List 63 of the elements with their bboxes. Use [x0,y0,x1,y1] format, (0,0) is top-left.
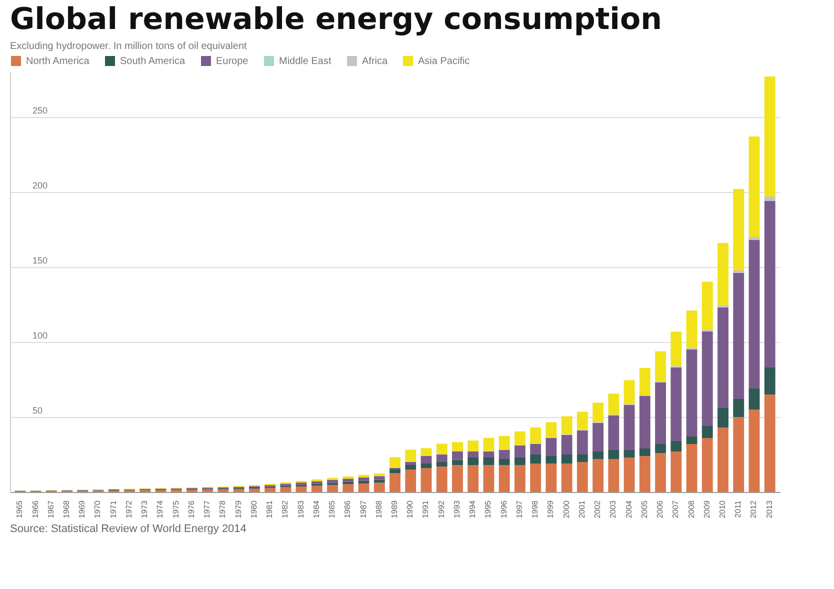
y-tick-label: 150 [32,256,48,266]
x-tick-label: 1997 [514,500,524,518]
x-tick-label: 2004 [624,500,634,518]
chart-subtitle: Excluding hydropower. In million tons of oil equivalent [10,41,248,52]
y-tick-label: 200 [32,180,48,190]
y-tick-label: 100 [32,330,48,340]
x-tick-label: 1992 [436,500,446,518]
x-tick-label: 1976 [186,500,196,518]
x-tick-label: 2006 [656,500,665,518]
x-tick-label: 1971 [108,500,118,518]
x-tick-label: 2009 [702,500,712,518]
x-tick-label: 1969 [78,500,87,518]
x-tick-label: 1991 [421,500,430,518]
legend-label: North America [26,56,90,67]
x-tick-label: 2011 [734,500,743,518]
x-tick-label: 1999 [546,500,556,518]
x-tick-label: 1966 [30,500,40,518]
x-tick-label: 1989 [390,500,399,518]
x-tick-label: 2001 [577,500,586,518]
x-tick-label: 1970 [93,500,102,518]
x-tick-label: 1967 [46,500,56,518]
legend-label: Asia Pacific [418,56,470,67]
x-tick-label: 1981 [265,500,274,518]
x-tick-label: 1987 [358,500,368,518]
x-tick-label: 2012 [749,500,758,518]
x-tick-label: 1977 [202,500,212,518]
x-tick-label: 1968 [62,500,72,518]
x-tick-label: 2007 [671,500,680,518]
legend-label: South America [120,56,186,67]
x-tick-label: 2010 [718,500,727,518]
x-tick-label: 1982 [280,500,290,518]
x-tick-label: 2000 [562,500,571,518]
x-tick-label: 1974 [156,500,165,518]
x-tick-label: 2003 [608,500,618,518]
x-tick-label: 2005 [640,500,649,518]
x-tick-label: 1979 [234,500,243,518]
x-tick-label: 2008 [686,500,696,518]
x-tick-label: 1965 [15,500,24,518]
x-tick-label: 1984 [312,500,321,518]
source-note: Source: Statistical Review of World Energy 2014 [10,523,248,535]
legend-label: Middle East [279,56,332,67]
x-tick-label: 1988 [374,500,384,518]
x-tick-label: 1993 [452,500,462,518]
legend-label: Europe [216,56,249,67]
y-tick-label: 250 [32,106,48,116]
x-tick-label: 1973 [140,500,150,518]
x-tick-label: 1986 [343,500,352,518]
x-tick-label: 1975 [171,500,180,518]
x-tick-label: 1980 [249,500,258,518]
x-tick-label: 1995 [484,500,493,518]
x-tick-label: 2013 [764,500,774,518]
x-tick-label: 1983 [296,500,306,518]
x-tick-label: 1994 [468,500,478,518]
x-tick-label: 1985 [328,500,337,518]
x-tick-label: 1972 [124,500,134,518]
x-tick-label: 1990 [406,500,415,518]
x-tick-label: 1998 [530,500,540,518]
x-tick-label: 1978 [218,500,228,518]
legend-label: Africa [362,56,388,67]
x-tick-label: 1996 [499,500,508,518]
x-tick-label: 2002 [593,500,602,518]
chart-title: Global renewable energy consumption [10,2,662,37]
y-tick-label: 50 [32,406,43,416]
